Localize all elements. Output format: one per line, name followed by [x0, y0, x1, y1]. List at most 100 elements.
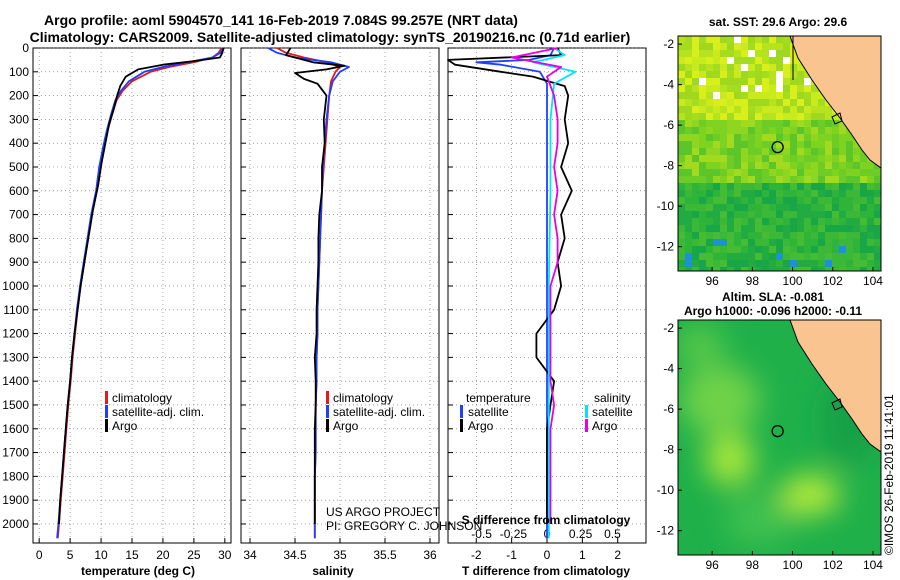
sst-pixel: [832, 127, 839, 134]
sst-pixel: [769, 113, 776, 120]
sst-argo-position-marker: [771, 140, 784, 154]
sst-pixel: [755, 120, 762, 127]
sst-pixel: [678, 218, 685, 225]
sst-pixel: [741, 134, 748, 141]
sla-longitude-axis: 96 98 100 102 104: [705, 551, 883, 572]
sst-pixel: [797, 204, 804, 211]
top-tick-label: -0.25: [500, 527, 528, 541]
lon-tick-label: 100: [783, 274, 803, 288]
sst-pixel: [699, 78, 706, 85]
sst-pixel: [734, 148, 741, 155]
sst-pixel: [727, 155, 734, 162]
sst-pixel: [762, 197, 769, 204]
sst-pixel: [685, 183, 692, 190]
sst-pixel: [783, 267, 790, 271]
sla-blobs: [678, 325, 880, 545]
sst-pixel: [727, 218, 734, 225]
sst-pixel: [867, 218, 874, 225]
sst-pixel: [727, 253, 734, 260]
sst-pixel: [699, 71, 706, 78]
sst-pixel: [699, 36, 706, 43]
series-s-satellite-line: [532, 47, 577, 539]
sst-pixel: [685, 246, 692, 253]
sst-pixel: [748, 92, 755, 99]
sst-pixel: [811, 218, 818, 225]
sst-pixel: [846, 239, 853, 246]
sst-pixel: [790, 190, 797, 197]
sst-pixel: [776, 211, 783, 218]
depth-tick-label: 2000: [2, 517, 29, 531]
sst-pixel: [741, 141, 748, 148]
sst-pixel: [874, 218, 881, 225]
legend-label-climatology: climatology: [112, 391, 172, 405]
sst-pixel: [762, 78, 769, 85]
sst-pixel: [776, 260, 783, 267]
sst-pixel: [699, 239, 706, 246]
sst-pixel: [818, 253, 825, 260]
sst-pixel: [678, 43, 685, 50]
sst-pixel: [692, 225, 699, 232]
sst-pixel: [797, 141, 804, 148]
sst-pixel: [846, 197, 853, 204]
sst-pixel: [762, 106, 769, 113]
sst-pixel: [853, 176, 860, 183]
sst-pixel: [706, 155, 713, 162]
sst-pixel: [748, 155, 755, 162]
sst-pixel: [699, 211, 706, 218]
sst-pixel: [867, 211, 874, 218]
sst-pixel: [783, 148, 790, 155]
lon-tick-label: 96: [705, 558, 719, 572]
sst-pixel: [741, 253, 748, 260]
sst-pixel: [853, 218, 860, 225]
sst-pixel: [706, 71, 713, 78]
sla-blob: [678, 325, 725, 365]
sst-pixel: [860, 204, 867, 211]
sst-pixel: [846, 148, 853, 155]
lon-tick-label: 102: [823, 558, 843, 572]
sst-pixel: [692, 57, 699, 64]
sst-pixel: [811, 106, 818, 113]
sst-pixel: [804, 71, 811, 78]
sst-pixel: [790, 260, 797, 267]
salinity-x-axis: 34 34.5 35 35.5 36: [243, 548, 437, 562]
sst-pixel: [706, 36, 713, 43]
sst-pixel: [706, 190, 713, 197]
sst-pixel: [685, 232, 692, 239]
sst-pixel: [832, 246, 839, 253]
sst-pixel: [706, 85, 713, 92]
sst-pixel: [720, 113, 727, 120]
sst-pixel: [727, 85, 734, 92]
sst-pixel: [818, 113, 825, 120]
sst-pixel: [790, 92, 797, 99]
sst-field: [678, 36, 881, 271]
sst-pixel: [867, 225, 874, 232]
sst-pixel: [741, 239, 748, 246]
sst-pixel: [783, 246, 790, 253]
sst-pixel: [685, 155, 692, 162]
sst-pixel: [755, 78, 762, 85]
sst-pixel: [678, 232, 685, 239]
sst-pixel: [867, 197, 874, 204]
sst-pixel: [769, 232, 776, 239]
sst-pixel: [692, 162, 699, 169]
sst-pixel: [734, 57, 741, 64]
sst-pixel: [867, 253, 874, 260]
sst-pixel: [825, 148, 832, 155]
sst-pixel: [748, 99, 755, 106]
sst-pixel: [699, 57, 706, 64]
sst-pixel: [727, 57, 734, 64]
depth-tick-label: 1400: [2, 374, 29, 388]
sst-pixel: [692, 155, 699, 162]
sst-pixel: [804, 225, 811, 232]
sst-pixel: [713, 36, 720, 43]
salinity-series: [267, 47, 350, 539]
legend-label-satellite: satellite-adj. clim.: [112, 405, 204, 419]
sst-pixel: [692, 218, 699, 225]
difference-panel: -2 -1 0 1 2 -0.5 -0.25 0 0.25 0.5 T difference f…: [447, 47, 647, 578]
sst-pixel: [713, 64, 720, 71]
sst-pixel: [692, 232, 699, 239]
sst-pixel: [762, 204, 769, 211]
sst-pixel: [790, 204, 797, 211]
sst-pixel: [734, 253, 741, 260]
sst-pixel: [741, 36, 748, 43]
